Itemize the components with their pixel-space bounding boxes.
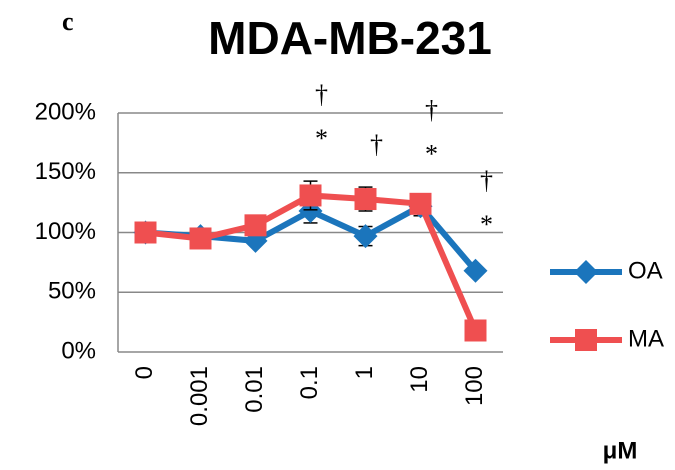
annotation: †: [425, 96, 438, 125]
marker: [463, 258, 488, 283]
annotation: †: [370, 130, 383, 159]
x-tick-label: 0.01: [241, 366, 268, 413]
annotation: *: [425, 140, 438, 169]
x-tick-label: 1: [351, 366, 378, 379]
y-tick-label: 100%: [35, 218, 96, 245]
marker: [409, 192, 432, 215]
legend-label: MA: [628, 325, 664, 352]
y-tick-label: 0%: [61, 337, 96, 364]
marker: [299, 184, 322, 207]
y-tick-label: 200%: [35, 98, 96, 125]
x-tick-label: 0.1: [296, 366, 323, 399]
x-tick-label: 100: [461, 366, 488, 406]
annotation: †: [315, 80, 328, 109]
marker: [575, 329, 597, 351]
marker: [354, 188, 377, 211]
x-tick-label: 0: [131, 366, 158, 379]
annotation: *: [480, 210, 493, 239]
x-axis-label: μM: [603, 437, 638, 464]
panel-label: c: [62, 7, 74, 36]
annotation: †: [480, 166, 493, 195]
annotation: *: [315, 124, 328, 153]
marker: [574, 260, 598, 284]
marker: [353, 224, 378, 249]
series: [134, 180, 487, 342]
y-tick-label: 50%: [48, 278, 96, 305]
marker: [134, 221, 157, 244]
x-tick-label: 10: [406, 366, 433, 393]
marker: [464, 319, 487, 342]
legend-label: OA: [628, 257, 663, 284]
y-tick-label: 150%: [35, 158, 96, 185]
marker: [244, 214, 267, 237]
chart-title: MDA-MB-231: [208, 12, 492, 64]
x-tick-label: 0.001: [186, 366, 213, 426]
marker: [189, 227, 212, 250]
